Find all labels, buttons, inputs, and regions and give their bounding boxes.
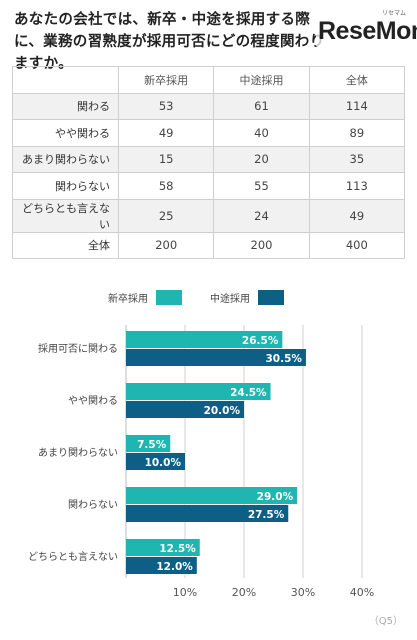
table-row: どちらとも言えない 25 24 49 — [12, 198, 406, 233]
category-label: 採用可否に関わる — [38, 342, 118, 355]
bar-value-label: 29.0% — [257, 491, 294, 503]
cell-mid-career: 61 — [213, 92, 310, 120]
bar — [126, 331, 283, 348]
cell-mid-career: 20 — [213, 145, 310, 173]
cell-total: 49 — [308, 198, 406, 233]
legend-swatch-new-grad — [156, 290, 182, 305]
table-total-row: 全体 200 200 400 — [12, 231, 406, 259]
logo-text: ReseMom — [316, 17, 417, 46]
x-tick-label: 10% — [173, 586, 197, 599]
table-row: 関わる 53 61 114 — [12, 92, 406, 120]
x-tick-label: 40% — [350, 586, 374, 599]
bar-value-label: 12.0% — [156, 561, 193, 573]
bar-value-label: 24.5% — [230, 387, 267, 399]
bar — [126, 383, 271, 400]
cell-new-grad: 58 — [117, 172, 215, 200]
logo-ruby: リセマム — [381, 10, 406, 17]
x-tick-label: 30% — [291, 586, 315, 599]
table-row: やや関わる 49 40 89 — [12, 119, 406, 147]
cell-mid-career: 200 — [213, 231, 310, 259]
bar — [126, 557, 197, 574]
source-note: （Q5） — [368, 616, 403, 627]
bar-value-label: 27.5% — [248, 509, 285, 521]
category-label: どちらとも言えない — [28, 550, 118, 563]
table-header-corner — [12, 66, 119, 94]
bar — [126, 487, 298, 504]
bar-value-label: 26.5% — [242, 335, 279, 347]
cell-total: 35 — [308, 145, 406, 173]
row-label: どちらとも言えない — [12, 198, 119, 233]
bar-value-label: 12.5% — [159, 543, 196, 555]
bar — [126, 505, 289, 522]
x-tick-label: 20% — [232, 586, 256, 599]
table-header-mid-career: 中途採用 — [213, 66, 310, 94]
table-header-total: 全体 — [308, 66, 406, 94]
legend-swatch-mid-career — [258, 290, 284, 305]
category-label: 関わらない — [68, 499, 118, 511]
row-label: 関わらない — [12, 172, 119, 200]
legend-label-new-grad: 新卒採用 — [108, 294, 148, 305]
cell-new-grad: 15 — [117, 145, 215, 173]
table-header-row: 新卒採用 中途採用 全体 — [12, 66, 406, 94]
cell-new-grad: 200 — [117, 231, 215, 259]
cell-mid-career: 40 — [213, 119, 310, 147]
category-label: やや関わる — [68, 395, 118, 407]
bar-value-label: 30.5% — [266, 353, 303, 365]
bar-value-label: 20.0% — [204, 405, 241, 417]
bar — [126, 435, 171, 452]
bar — [126, 453, 185, 470]
table-row: あまり関わらない 15 20 35 — [12, 145, 406, 173]
resemom-logo: リセマム ReseMom — [316, 8, 417, 48]
cell-total: 114 — [308, 92, 406, 120]
legend-item-new-grad: 新卒採用 — [108, 290, 182, 305]
count-table: 新卒採用 中途採用 全体 関わる 53 61 114 やや関わる 49 40 8… — [12, 66, 406, 259]
row-label: 全体 — [12, 231, 119, 259]
category-label: あまり関わらない — [38, 447, 118, 459]
cell-total: 89 — [308, 119, 406, 147]
bar — [126, 401, 244, 418]
bar-value-label: 10.0% — [145, 457, 182, 469]
cell-new-grad: 49 — [117, 119, 215, 147]
cell-new-grad: 53 — [117, 92, 215, 120]
bar — [126, 539, 200, 556]
bar-value-label: 7.5% — [137, 439, 167, 451]
cell-new-grad: 25 — [117, 198, 215, 233]
legend-label-mid-career: 中途採用 — [210, 294, 250, 305]
bar — [126, 349, 306, 366]
legend-item-mid-career: 中途採用 — [210, 290, 284, 305]
cell-total: 400 — [308, 231, 406, 259]
row-label: あまり関わらない — [12, 145, 119, 173]
row-label: 関わる — [12, 92, 119, 120]
